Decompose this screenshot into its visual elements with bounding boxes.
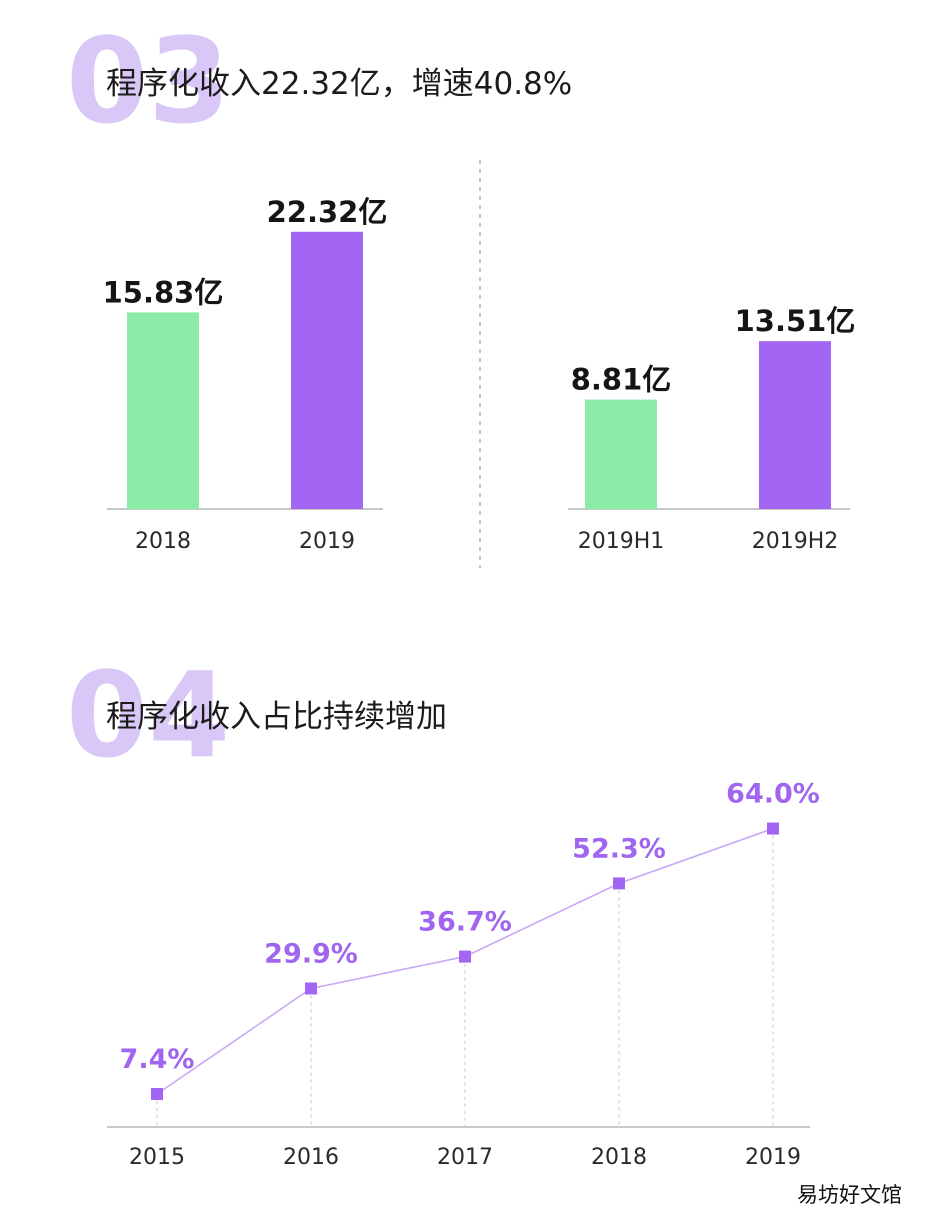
x-tick-label: 2018	[591, 1145, 647, 1170]
bar-chart-annual: 15.83亿 2018 22.32亿 2019	[103, 195, 388, 554]
bar	[291, 231, 363, 510]
x-tick-label: 2015	[129, 1145, 185, 1170]
x-tick-label: 2017	[437, 1145, 493, 1170]
bar-chart-halfyear: 8.81亿 2019H1 13.51亿 2019H2	[568, 304, 855, 554]
x-tick-label: 2019	[745, 1145, 801, 1170]
data-point	[613, 877, 625, 890]
section-title: 程序化收入占比持续增加	[106, 699, 447, 735]
bar-value-label: 15.83亿	[103, 275, 224, 309]
data-point	[151, 1088, 163, 1100]
line-chart-share: 7.4% 2015 29.9% 2016 36.7% 2017 52.3% 2018 64.0%…	[107, 779, 820, 1170]
x-tick-label: 2019H2	[752, 529, 839, 554]
point-value-label: 36.7%	[418, 907, 512, 938]
data-point	[459, 950, 471, 963]
section-number-bg: 04	[66, 646, 230, 784]
bar	[759, 341, 831, 509]
point-value-label: 29.9%	[264, 938, 358, 969]
bar-value-label: 8.81亿	[571, 363, 672, 397]
section-number-bg: 03	[66, 12, 230, 150]
point-value-label: 52.3%	[572, 833, 666, 864]
bar-value-label: 13.51亿	[735, 304, 856, 338]
data-point	[305, 982, 317, 995]
point-value-label: 7.4%	[120, 1044, 195, 1075]
section-04-header: 04 程序化收入占比持续增加	[66, 646, 447, 784]
bar	[127, 312, 199, 509]
section-03-header: 03 程序化收入22.32亿，增速40.8%	[66, 12, 572, 150]
data-point	[767, 822, 779, 835]
bar-value-label: 22.32亿	[267, 195, 388, 229]
x-tick-label: 2016	[283, 1145, 339, 1170]
section-title: 程序化收入22.32亿，增速40.8%	[106, 66, 572, 102]
watermark: 易坊好文馆	[797, 1183, 902, 1207]
x-tick-label: 2019H1	[578, 529, 665, 554]
point-value-label: 64.0%	[726, 779, 820, 810]
x-tick-label: 2019	[299, 529, 355, 554]
bar	[585, 399, 657, 509]
x-tick-label: 2018	[135, 529, 191, 554]
